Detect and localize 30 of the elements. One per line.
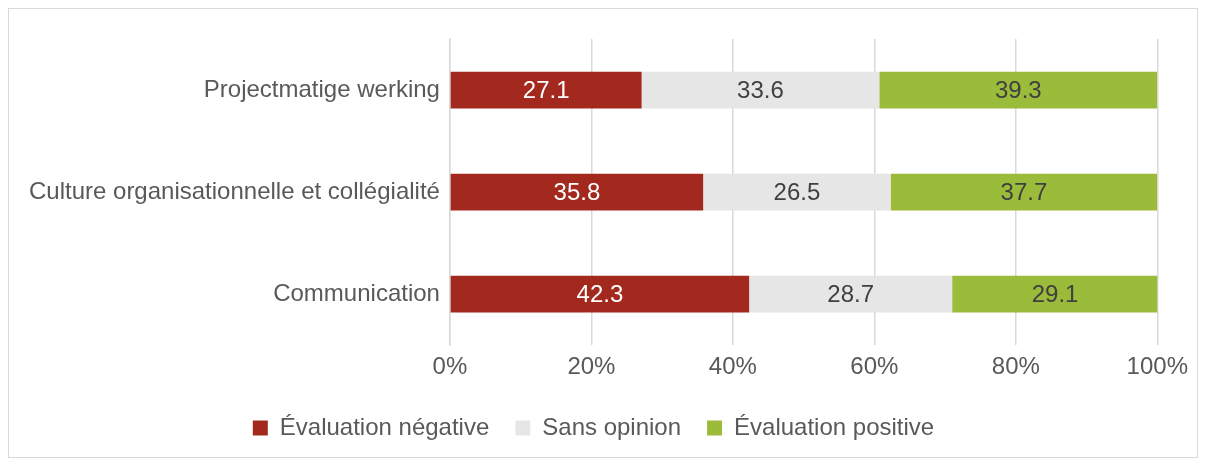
- bar: [450, 71, 642, 109]
- legend-label: Évaluation négative: [279, 412, 490, 440]
- data-label: 37.7: [1000, 177, 1048, 205]
- data-label: 39.3: [994, 75, 1042, 103]
- data-label: 27.1: [522, 75, 570, 103]
- x-tick-label: 0%: [432, 352, 468, 380]
- y-tick-label: Projectmatige werking: [203, 74, 440, 102]
- bar: [450, 173, 704, 211]
- bar: [890, 173, 1158, 211]
- data-label: 42.3: [576, 279, 624, 307]
- y-tick-label: Communication: [273, 278, 440, 306]
- data-label: 33.6: [737, 75, 784, 103]
- bar: [703, 173, 891, 211]
- data-label: 28.7: [827, 279, 875, 307]
- legend-label: Évaluation positive: [734, 412, 935, 440]
- bar: [641, 71, 880, 109]
- bar: [952, 275, 1158, 313]
- x-tick-label: 40%: [708, 352, 757, 380]
- bar: [879, 71, 1158, 109]
- x-tick-label: 80%: [991, 352, 1040, 380]
- data-label: 35.8: [553, 177, 601, 205]
- data-label: 26.5: [773, 177, 821, 205]
- bar: [749, 275, 953, 313]
- y-tick-label: Culture organisationnelle et collégialité: [29, 176, 440, 204]
- x-tick-label: 100%: [1126, 352, 1188, 380]
- x-tick-label: 60%: [850, 352, 899, 380]
- x-tick-label: 20%: [567, 352, 616, 380]
- bar: [450, 275, 750, 313]
- data-label: 29.1: [1031, 279, 1079, 307]
- legend-label: Sans opinion: [542, 412, 682, 440]
